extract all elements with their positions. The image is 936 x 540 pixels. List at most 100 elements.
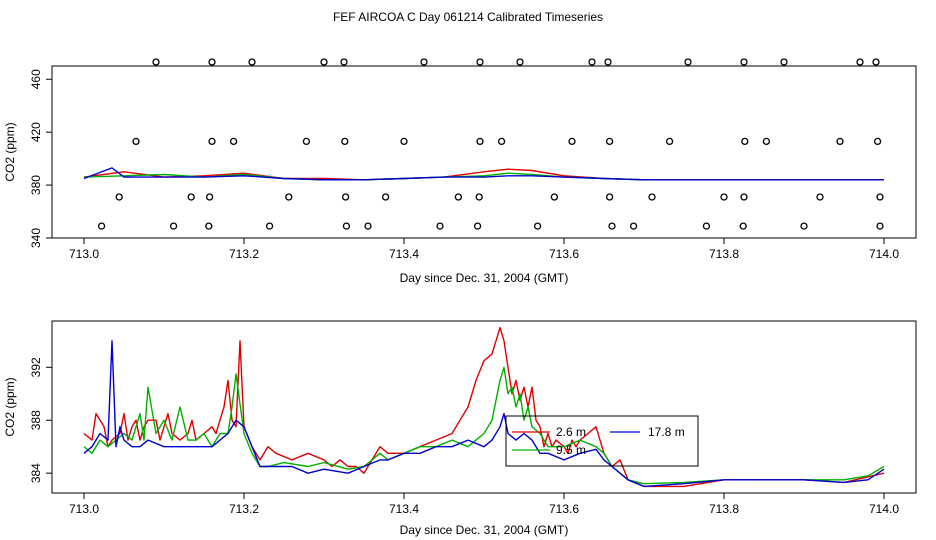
top-series-line-2-6-m xyxy=(83,168,884,181)
bottom-x-tick-label: 714.0 xyxy=(869,502,899,516)
calibration-point xyxy=(873,137,882,146)
calibration-point xyxy=(340,58,348,66)
calibration-point xyxy=(872,58,880,66)
bottom-plot-frame xyxy=(51,320,917,494)
calibration-point xyxy=(762,137,771,146)
calibration-point xyxy=(205,193,214,201)
calibration-point xyxy=(516,58,524,66)
calibration-point xyxy=(341,193,350,201)
calibration-point xyxy=(665,137,674,146)
calibration-point xyxy=(780,58,788,66)
top-x-tick-label: 713.6 xyxy=(549,247,579,261)
calibration-point xyxy=(381,193,390,201)
top-plot-frame xyxy=(51,65,917,239)
bottom-series-line-9-5-m xyxy=(83,366,885,485)
top-y-tick-label: 460 xyxy=(29,69,43,89)
calibration-point xyxy=(476,58,484,66)
calibration-point xyxy=(205,222,213,230)
bottom-y-ticks: 384 388 392 xyxy=(29,357,52,483)
top-x-ticks: 713.0 713.2 713.4 713.6 713.8 714.0 xyxy=(69,238,899,261)
top-series-line-17-8-m xyxy=(83,167,884,181)
calibration-point xyxy=(608,222,616,230)
bottom-y-tick-label: 388 xyxy=(29,410,43,430)
calibration-point xyxy=(739,222,747,230)
calibration-point xyxy=(454,193,463,201)
calibration-point xyxy=(229,137,238,146)
calibration-point xyxy=(740,193,748,201)
top-y-axis-label: CO2 (ppm) xyxy=(3,122,17,181)
calibration-point xyxy=(588,58,596,66)
legend-label-17-8m: 17.8 m xyxy=(648,425,685,439)
bottom-x-tick-label: 713.2 xyxy=(229,502,259,516)
top-panel: Day since Dec. 31, 2004 (GMT) CO2 (ppm) … xyxy=(3,58,917,285)
calibration-point xyxy=(876,193,884,201)
top-y-tick-label: 340 xyxy=(29,228,43,248)
figure-title: FEF AIRCOA C Day 061214 Calibrated Times… xyxy=(333,10,603,24)
top-series-group xyxy=(83,167,884,181)
calibration-point xyxy=(741,137,749,146)
calibration-point xyxy=(702,222,711,230)
calibration-point xyxy=(265,222,274,230)
calibration-point xyxy=(605,193,614,201)
bottom-series-line-2-6-m xyxy=(83,326,885,488)
top-x-tick-label: 713.4 xyxy=(389,247,419,261)
bottom-y-axis-label: CO2 (ppm) xyxy=(3,377,17,436)
bottom-x-tick-label: 713.8 xyxy=(709,502,739,516)
top-y-ticks: 340 380 420 460 xyxy=(29,69,52,248)
calibration-point xyxy=(604,58,612,66)
bottom-panel: Day since Dec. 31, 2004 (GMT) CO2 (ppm) … xyxy=(3,320,917,537)
calibration-point xyxy=(629,222,638,230)
calibration-point xyxy=(169,222,178,230)
calibration-point xyxy=(473,222,482,230)
calibration-point xyxy=(152,58,160,66)
calibration-point xyxy=(684,58,692,66)
calibration-point xyxy=(436,222,444,230)
calibration-point xyxy=(248,58,256,66)
calibration-point xyxy=(497,137,506,146)
bottom-series-group xyxy=(83,326,885,488)
calibration-point xyxy=(400,137,408,146)
top-x-tick-label: 713.2 xyxy=(229,247,259,261)
top-x-tick-label: 713.8 xyxy=(709,247,739,261)
calibration-point xyxy=(342,222,351,230)
calibration-point xyxy=(341,137,349,146)
bottom-y-tick-label: 384 xyxy=(29,463,43,483)
calibration-point xyxy=(208,58,216,66)
calibration-point xyxy=(320,58,328,66)
bottom-x-tick-label: 713.0 xyxy=(69,502,99,516)
calibration-point xyxy=(533,222,542,230)
calibration-point xyxy=(816,193,824,201)
calibration-point xyxy=(720,193,728,201)
calibration-point xyxy=(605,137,614,146)
calibration-point xyxy=(420,58,428,66)
legend-label-2-6m: 2.6 m xyxy=(556,425,586,439)
calibration-point xyxy=(97,222,106,230)
bottom-x-tick-label: 713.6 xyxy=(549,502,579,516)
top-calibration-points xyxy=(97,58,884,230)
calibration-point xyxy=(856,58,864,66)
calibration-point xyxy=(550,193,559,201)
calibration-point xyxy=(740,58,748,66)
calibration-point xyxy=(364,222,372,230)
calibration-point xyxy=(115,193,123,201)
top-x-axis-label: Day since Dec. 31, 2004 (GMT) xyxy=(400,271,569,285)
calibration-point xyxy=(836,137,844,146)
bottom-series-line-17-8-m xyxy=(83,340,885,488)
calibration-point xyxy=(132,137,140,146)
legend-box xyxy=(505,415,699,467)
calibration-point xyxy=(285,193,293,201)
calibration-point xyxy=(302,137,311,146)
top-y-tick-label: 420 xyxy=(29,122,43,142)
top-x-tick-label: 714.0 xyxy=(869,247,899,261)
bottom-x-tick-label: 713.4 xyxy=(389,502,419,516)
bottom-y-tick-label: 392 xyxy=(29,357,43,377)
calibration-point xyxy=(476,137,484,146)
calibration-point xyxy=(568,137,576,146)
legend: 2.6 m 9.5 m 17.8 m xyxy=(505,415,699,467)
top-y-tick-label: 380 xyxy=(29,175,43,195)
calibration-point xyxy=(876,222,884,230)
calibration-point xyxy=(208,137,216,146)
calibration-point xyxy=(648,193,656,201)
calibration-point xyxy=(475,193,483,201)
